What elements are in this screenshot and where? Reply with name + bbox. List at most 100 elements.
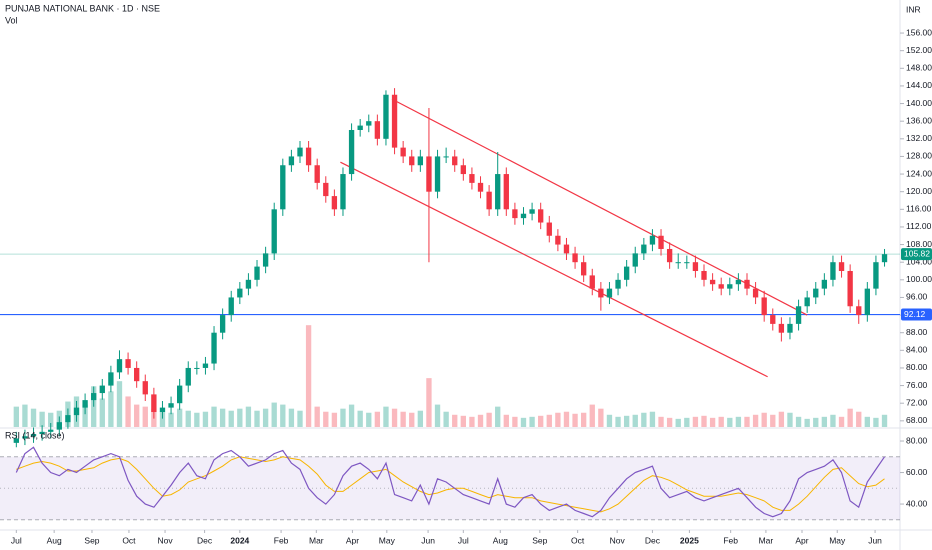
y-tick-label: 116.00 xyxy=(906,204,932,214)
volume-bar xyxy=(598,408,604,427)
candle-body xyxy=(108,372,114,386)
candle-body xyxy=(228,297,234,316)
candle-body xyxy=(830,262,836,280)
x-tick-label: Apr xyxy=(346,535,359,545)
candle-body xyxy=(666,248,673,263)
y-tick-label: 72.00 xyxy=(906,397,928,407)
chart-title: PUNJAB NATIONAL BANK · 1D · NSE xyxy=(5,3,160,13)
x-tick-label: Nov xyxy=(610,535,626,545)
candle-body xyxy=(297,147,303,157)
volume-bar xyxy=(271,402,277,427)
volume-bar xyxy=(82,404,88,427)
volume-bar xyxy=(520,417,527,427)
candle-body xyxy=(39,431,45,435)
y-tick-label: 108.00 xyxy=(906,239,932,249)
candle-body xyxy=(821,279,828,289)
volume-bar xyxy=(881,414,888,427)
y-tick-label: 68.00 xyxy=(906,415,928,425)
candle-body xyxy=(65,415,71,423)
candle-body xyxy=(288,156,295,166)
volume-bar xyxy=(804,418,810,427)
volume-bar xyxy=(701,415,707,427)
x-tick-label: Apr xyxy=(795,535,808,545)
volume-bar xyxy=(830,414,836,427)
candle-body xyxy=(555,235,561,245)
volume-bar xyxy=(323,411,329,427)
volume-bar xyxy=(563,411,570,427)
candle-body xyxy=(641,244,647,254)
volume-bar xyxy=(529,416,535,427)
volume-bar xyxy=(770,414,776,427)
x-tick-label: 2025 xyxy=(680,535,699,545)
volume-label: Vol xyxy=(5,15,18,25)
candle-body xyxy=(331,196,338,210)
volume-bar xyxy=(778,411,785,427)
candle-body xyxy=(744,279,750,289)
candle-body xyxy=(56,422,62,430)
volume-bar xyxy=(761,412,767,427)
volume-bar xyxy=(176,408,183,427)
x-tick-label: Aug xyxy=(47,535,62,545)
volume-bar xyxy=(572,413,578,427)
candle-body xyxy=(176,385,183,404)
volume-bar xyxy=(503,414,509,427)
volume-bar xyxy=(787,412,793,427)
main-pane xyxy=(0,88,900,448)
candle-body xyxy=(684,262,690,264)
candle-body xyxy=(348,129,355,175)
x-tick-label: Mar xyxy=(759,535,774,545)
volume-bar xyxy=(838,416,845,427)
candle-body xyxy=(323,182,329,197)
rsi-y-tick-label: 60.00 xyxy=(906,467,928,477)
candle-body xyxy=(512,209,518,219)
candle-body xyxy=(168,403,174,408)
volume-bar xyxy=(434,404,441,427)
support-price-box xyxy=(901,308,932,321)
y-tick-label: 96.00 xyxy=(906,292,928,302)
volume-bar xyxy=(684,417,690,427)
volume-bar xyxy=(331,412,338,427)
volume-bar xyxy=(13,406,19,427)
volume-bar xyxy=(649,411,656,427)
volume-bar xyxy=(211,406,217,427)
x-tick-label: 2024 xyxy=(230,535,249,545)
y-tick-label: 148.00 xyxy=(906,63,932,73)
volume-bar xyxy=(709,417,716,427)
volume-bar xyxy=(795,416,802,427)
x-tick-label: Aug xyxy=(493,535,508,545)
volume-bar xyxy=(426,378,432,427)
x-tick-label: Oct xyxy=(122,535,136,545)
volume-bar xyxy=(675,418,681,427)
volume-bar xyxy=(237,408,243,427)
volume-bar xyxy=(417,410,424,427)
candle-body xyxy=(572,253,578,263)
volume-bar xyxy=(99,398,105,427)
candle-body xyxy=(675,262,681,264)
y-tick-label: 140.00 xyxy=(906,98,932,108)
candle-body xyxy=(219,315,226,333)
candle-body xyxy=(280,165,286,210)
volume-bar xyxy=(615,416,621,427)
volume-bar xyxy=(202,411,209,427)
y-tick-label: 132.00 xyxy=(906,133,932,143)
x-tick-label: Mar xyxy=(309,535,324,545)
volume-bar xyxy=(538,415,544,427)
candle-body xyxy=(254,266,260,280)
volume-bar xyxy=(262,408,269,427)
candle-body xyxy=(82,400,88,408)
candle-body xyxy=(271,209,277,254)
candle-body xyxy=(400,147,406,157)
volume-bar xyxy=(735,416,742,427)
candle-body xyxy=(838,262,845,272)
rsi-ma-line xyxy=(16,456,885,513)
volume-bar xyxy=(288,408,295,427)
trend-line xyxy=(340,161,768,378)
y-tick-label: 124.00 xyxy=(906,168,932,178)
volume-bar xyxy=(305,325,312,427)
y-tick-label: 76.00 xyxy=(906,380,928,390)
last-price-box xyxy=(901,248,932,261)
candle-body xyxy=(649,235,656,245)
candle-body xyxy=(159,407,166,413)
volume-bar xyxy=(666,417,673,427)
